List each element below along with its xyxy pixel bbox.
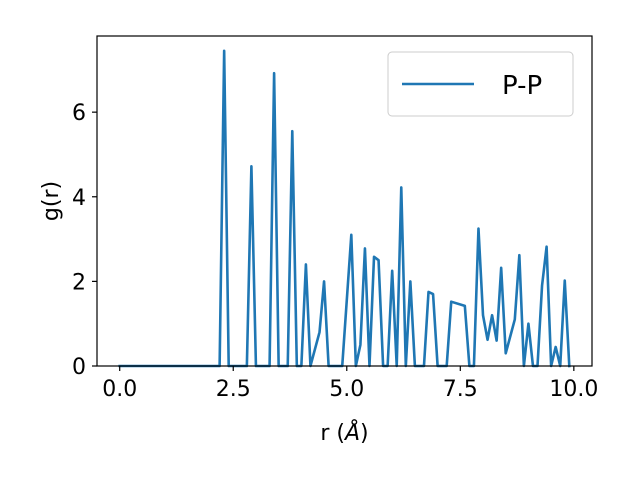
y-axis-label: g(r) xyxy=(39,181,64,221)
x-tick-label: 5.0 xyxy=(329,377,364,402)
x-tick-label: 0.0 xyxy=(102,377,137,402)
y-tick-label: 6 xyxy=(72,101,86,126)
legend-label: P-P xyxy=(502,71,542,101)
x-tick-label: 7.5 xyxy=(443,377,478,402)
y-tick-label: 4 xyxy=(72,186,86,211)
y-tick-label: 2 xyxy=(72,270,86,295)
x-tick-label: 2.5 xyxy=(216,377,251,402)
axes-frame xyxy=(96,35,593,367)
legend: P-P xyxy=(387,51,574,117)
legend-box xyxy=(387,51,574,117)
y-tick-label: 0 xyxy=(72,355,86,380)
axes: 0.0 2.5 5.0 7.5 10.0 0 2 4 6 xyxy=(72,35,598,402)
x-axis-label: r (Å) xyxy=(320,419,368,446)
x-tick-label: 10.0 xyxy=(549,377,598,402)
